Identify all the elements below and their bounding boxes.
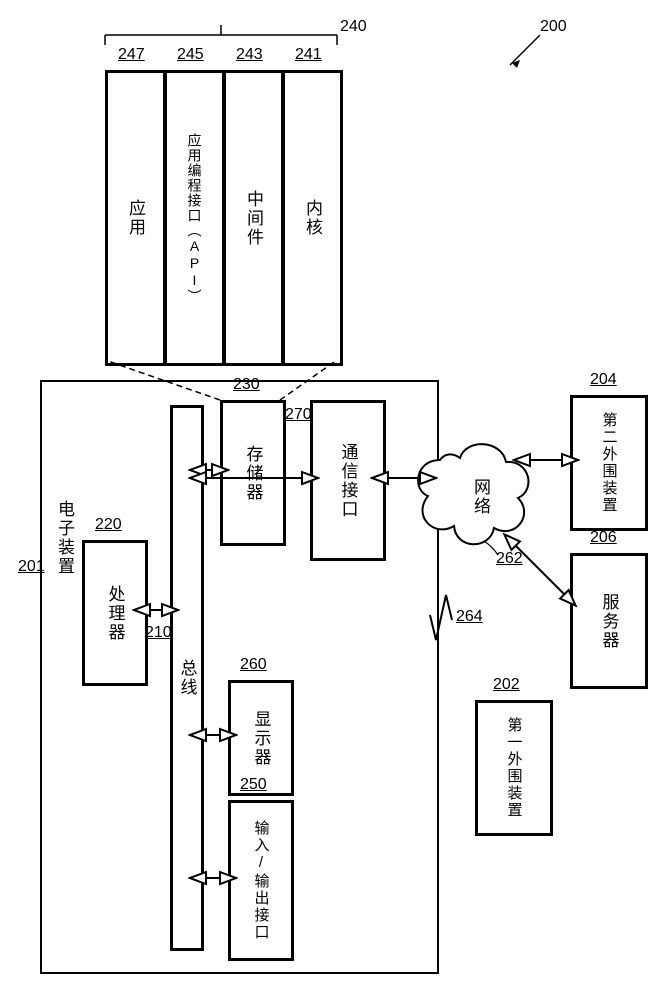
processor-label: 处理器 — [103, 585, 128, 642]
server-ref: 206 — [590, 529, 617, 547]
stack-group-ref: 240 — [340, 18, 367, 36]
stack-kernel-box: 内核 — [282, 70, 343, 366]
processor-ref: 220 — [95, 516, 122, 534]
stack-kernel-label: 内核 — [300, 199, 325, 237]
server-label: 服务器 — [597, 593, 622, 650]
memory-label: 存储器 — [241, 445, 266, 502]
peripheral1-box: 第一外围装置 — [475, 700, 553, 836]
stack-application-ref: 247 — [118, 46, 145, 64]
io-label: 输入/输出接口 — [251, 820, 272, 941]
memory-ref: 230 — [233, 376, 260, 394]
peripheral2-ref: 204 — [590, 371, 617, 389]
bus-label: 总线 — [175, 659, 200, 697]
stack-middleware-label: 中间件 — [241, 190, 266, 247]
memory-box: 存储器 — [220, 400, 286, 546]
stack-application-box: 应用 — [105, 70, 166, 366]
peripheral2-box: 第二外围装置 — [570, 395, 648, 531]
stack-kernel-ref: 241 — [295, 46, 322, 64]
figure-ref: 200 — [540, 18, 567, 36]
stack-middleware-box: 中间件 — [223, 70, 284, 366]
bus-ref: 210 — [145, 624, 172, 642]
wireless-ref: 264 — [456, 608, 483, 626]
device-frame-ref: 201 — [18, 558, 45, 576]
server-box: 服务器 — [570, 553, 648, 689]
display-ref: 260 — [240, 656, 267, 674]
stack-api-ref: 245 — [177, 46, 204, 64]
peripheral2-label: 第二外围装置 — [599, 412, 620, 514]
stack-api-label: 应用编程接口（API） — [185, 133, 205, 304]
stack-api-box: 应用编程接口（API） — [164, 70, 225, 366]
network-label: 网络 — [468, 478, 493, 516]
comm-ref: 270 — [285, 406, 312, 424]
processor-box: 处理器 — [82, 540, 148, 686]
display-label: 显示器 — [249, 710, 274, 767]
network-ref: 262 — [496, 550, 523, 568]
io-box: 输入/输出接口 — [228, 800, 294, 961]
stack-application-label: 应用 — [123, 199, 148, 237]
display-box: 显示器 — [228, 680, 294, 796]
comm-box: 通信接口 — [310, 400, 386, 561]
comm-label: 通信接口 — [336, 443, 361, 519]
device-frame-label: 电子装置 — [52, 500, 77, 576]
bus-box: 总线 — [170, 405, 204, 951]
peripheral1-ref: 202 — [493, 676, 520, 694]
peripheral1-label: 第一外围装置 — [504, 717, 525, 819]
stack-middleware-ref: 243 — [236, 46, 263, 64]
